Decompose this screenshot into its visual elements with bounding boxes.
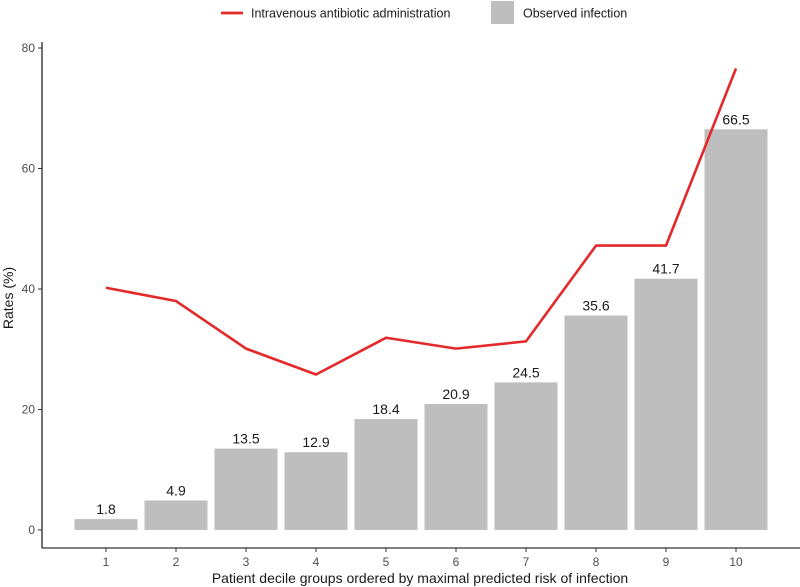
x-axis-title: Patient decile groups ordered by maximal… xyxy=(212,570,628,586)
x-tick-label: 3 xyxy=(243,555,250,569)
bar-decile-6 xyxy=(424,404,488,530)
bar-decile-2 xyxy=(144,500,208,530)
x-tick-label: 7 xyxy=(523,555,530,569)
bar-decile-1 xyxy=(74,519,138,530)
legend-bar-label: Observed infection xyxy=(523,7,627,21)
x-tick-label: 9 xyxy=(663,555,670,569)
legend: Intravenous antibiotic administration Obs… xyxy=(221,1,627,24)
y-tick-label: 80 xyxy=(22,41,36,55)
bar-decile-3 xyxy=(214,448,278,530)
bar-value-label: 4.9 xyxy=(166,482,186,498)
bar-value-label: 66.5 xyxy=(722,111,749,127)
x-tick-label: 2 xyxy=(173,555,180,569)
y-tick-label: 0 xyxy=(28,523,35,537)
x-tick-label: 10 xyxy=(729,555,743,569)
antibiotic-line xyxy=(105,68,738,376)
bar-decile-7 xyxy=(494,382,558,530)
y-tick-label: 40 xyxy=(22,282,36,296)
legend-line-label: Intravenous antibiotic administration xyxy=(251,7,450,21)
bar-value-label: 41.7 xyxy=(652,261,679,277)
y-axis-title: Rates (%) xyxy=(0,267,16,329)
x-tick-label: 5 xyxy=(383,555,390,569)
bar-value-label: 1.8 xyxy=(96,501,116,517)
x-tick-label: 4 xyxy=(313,555,320,569)
bars xyxy=(74,129,768,530)
bar-decile-9 xyxy=(634,278,698,530)
bar-value-label: 35.6 xyxy=(582,297,609,313)
bar-decile-10 xyxy=(704,129,768,530)
x-tick-label: 8 xyxy=(593,555,600,569)
legend-bar-swatch xyxy=(491,1,514,24)
bar-value-label: 24.5 xyxy=(512,364,539,380)
bar-decile-4 xyxy=(284,452,348,530)
bar-labels: 1.8 4.9 13.5 12.9 18.4 20.9 24.5 35.6 41.7 66.5 xyxy=(96,111,750,517)
y-tick-label: 20 xyxy=(22,402,36,416)
bar-value-label: 18.4 xyxy=(372,401,399,417)
x-tick-label: 6 xyxy=(453,555,460,569)
line-layer xyxy=(105,68,738,376)
bar-decile-8 xyxy=(564,315,628,530)
x-tick-label: 1 xyxy=(103,555,110,569)
bar-value-label: 12.9 xyxy=(302,434,329,450)
bar-value-label: 20.9 xyxy=(442,386,469,402)
y-tick-label: 60 xyxy=(22,162,36,176)
axes: 0 20 40 60 80 1 2 3 4 5 6 7 8 9 10 xyxy=(22,41,800,569)
bar-value-label: 13.5 xyxy=(232,431,259,447)
bar-decile-5 xyxy=(354,419,418,530)
